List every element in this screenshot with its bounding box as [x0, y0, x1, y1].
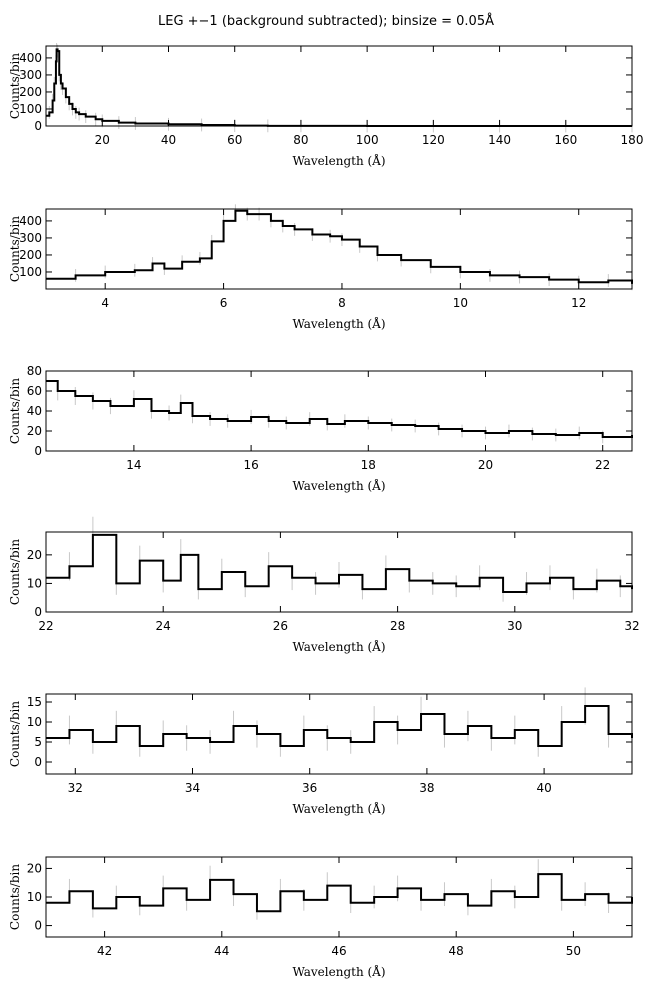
x-tick-label: 22 [38, 619, 53, 633]
y-axis-label: Counts/bin [8, 378, 22, 444]
x-axis-label: Wavelength (Å) [292, 639, 385, 654]
x-tick-label: 18 [361, 458, 376, 472]
x-tick-label: 100 [356, 133, 379, 147]
x-tick-label: 180 [621, 133, 644, 147]
y-tick-label: 300 [19, 68, 42, 82]
x-axis-label: Wavelength (Å) [292, 478, 385, 493]
y-tick-label: 0 [34, 444, 42, 458]
y-tick-label: 200 [19, 248, 42, 262]
chart-panel-5: 32 34 36 38 40 0 5 10 15 Wavelength (Å) Counts/bin [8, 687, 633, 816]
series-line [46, 209, 633, 284]
x-tick-label: 8 [338, 296, 346, 310]
x-tick-label: 44 [214, 944, 229, 958]
y-tick-label: 0 [34, 919, 42, 933]
plot-frame [45, 208, 633, 290]
y-tick-label: 10 [27, 576, 42, 590]
y-axis-label: Counts/bin [8, 216, 22, 282]
x-tick-label: 14 [126, 458, 141, 472]
chart-panel-4: 22 24 26 28 30 32 0 10 20 Wavelength (Å) Counts/bi… [8, 516, 640, 654]
x-tick-label: 12 [571, 296, 586, 310]
y-tick-label: 100 [19, 102, 42, 116]
y-axis-label: Counts/bin [8, 701, 22, 767]
x-tick-label: 40 [536, 781, 551, 795]
x-tick-label: 32 [68, 781, 83, 795]
x-tick-label: 160 [554, 133, 577, 147]
x-tick-label: 42 [97, 944, 112, 958]
y-tick-label: 20 [27, 424, 42, 438]
x-tick-label: 34 [185, 781, 200, 795]
x-axis-label: Wavelength (Å) [292, 316, 385, 331]
x-tick-label: 22 [595, 458, 610, 472]
y-tick-label: 20 [27, 861, 42, 875]
chart-panel-6: 42 44 46 48 50 0 10 20 Wavelength (Å) Counts/bin [8, 856, 633, 979]
x-tick-label: 26 [273, 619, 288, 633]
y-tick-label: 10 [27, 890, 42, 904]
x-tick-label: 60 [227, 133, 242, 147]
series-line [46, 48, 632, 127]
x-tick-label: 80 [293, 133, 308, 147]
y-tick-label: 100 [19, 265, 42, 279]
plot-frame [45, 370, 633, 452]
y-tick-label: 10 [27, 715, 42, 729]
series-line [46, 873, 633, 913]
x-tick-label: 4 [101, 296, 109, 310]
x-tick-label: 10 [453, 296, 468, 310]
y-tick-label: 200 [19, 85, 42, 99]
y-tick-label: 5 [34, 735, 42, 749]
series-line [46, 380, 633, 438]
y-tick-label: 60 [27, 384, 42, 398]
x-tick-label: 20 [95, 133, 110, 147]
y-axis-label: Counts/bin [8, 53, 22, 119]
y-tick-label: 400 [19, 214, 42, 228]
x-axis-label: Wavelength (Å) [292, 801, 385, 816]
x-tick-label: 6 [220, 296, 228, 310]
plot-frame [45, 531, 633, 613]
y-tick-label: 15 [27, 695, 42, 709]
y-tick-label: 0 [34, 605, 42, 619]
y-tick-label: 40 [27, 404, 42, 418]
x-tick-label: 120 [422, 133, 445, 147]
y-axis-label: Counts/bin [8, 539, 22, 605]
x-tick-label: 32 [624, 619, 639, 633]
y-tick-label: 0 [34, 119, 42, 133]
y-axis-label: Counts/bin [8, 864, 22, 930]
x-axis-label: Wavelength (Å) [292, 964, 385, 979]
plot-frame [45, 45, 633, 127]
x-tick-label: 40 [161, 133, 176, 147]
y-tick-label: 0 [34, 755, 42, 769]
x-tick-label: 46 [331, 944, 346, 958]
y-tick-label: 80 [27, 364, 42, 378]
x-tick-label: 16 [243, 458, 258, 472]
x-tick-label: 28 [390, 619, 405, 633]
figure-title: LEG +−1 (background subtracted); binsize… [158, 13, 494, 29]
x-axis-label: Wavelength (Å) [292, 153, 385, 168]
x-tick-label: 30 [507, 619, 522, 633]
x-tick-label: 36 [302, 781, 317, 795]
chart-panel-3: 14 16 18 20 22 0 20 40 60 80 Wavelength (Å) Counts/… [8, 364, 633, 493]
series-line [46, 705, 633, 747]
y-tick-label: 400 [19, 51, 42, 65]
x-tick-label: 50 [566, 944, 581, 958]
y-tick-label: 20 [27, 548, 42, 562]
plot-frame [45, 693, 633, 775]
x-tick-label: 20 [478, 458, 493, 472]
y-tick-label: 300 [19, 231, 42, 245]
series-line [46, 533, 633, 593]
x-tick-label: 48 [449, 944, 464, 958]
x-tick-label: 140 [488, 133, 511, 147]
x-tick-label: 38 [419, 781, 434, 795]
chart-panel-1: 20 40 60 80 100 120 140 160 180 0 100 200 300 400 Wave… [8, 43, 643, 168]
x-tick-label: 24 [156, 619, 171, 633]
chart-panel-2: 4 6 8 10 12 100 200 300 400 Wavelength (Å) Counts/… [8, 204, 633, 331]
